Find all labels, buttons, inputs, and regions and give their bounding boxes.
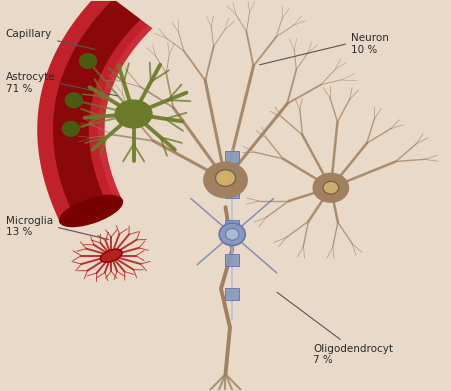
Ellipse shape xyxy=(221,174,230,182)
Polygon shape xyxy=(98,24,152,202)
Text: 13 %: 13 % xyxy=(6,228,32,237)
Text: Capillary: Capillary xyxy=(6,29,95,49)
Text: Microglia: Microglia xyxy=(6,216,109,240)
Ellipse shape xyxy=(313,172,349,203)
Text: 10 %: 10 % xyxy=(351,45,377,55)
Ellipse shape xyxy=(100,249,122,262)
Ellipse shape xyxy=(203,161,248,198)
Ellipse shape xyxy=(323,181,339,194)
Circle shape xyxy=(62,122,79,136)
Polygon shape xyxy=(225,151,239,163)
Ellipse shape xyxy=(226,228,239,240)
Circle shape xyxy=(79,54,97,68)
Text: Astrocyte: Astrocyte xyxy=(6,72,117,96)
Polygon shape xyxy=(225,288,239,300)
Polygon shape xyxy=(225,186,239,197)
Ellipse shape xyxy=(219,223,245,246)
Polygon shape xyxy=(37,0,152,222)
Polygon shape xyxy=(53,0,140,217)
Polygon shape xyxy=(225,220,239,232)
Text: Oligodendrocyt: Oligodendrocyt xyxy=(277,292,393,354)
Ellipse shape xyxy=(60,196,123,226)
Circle shape xyxy=(65,93,83,108)
Ellipse shape xyxy=(216,170,235,187)
Text: 7 %: 7 % xyxy=(313,355,333,366)
Text: Neuron: Neuron xyxy=(260,33,389,65)
Ellipse shape xyxy=(115,99,153,129)
Polygon shape xyxy=(225,254,239,266)
Text: 71 %: 71 % xyxy=(6,84,32,94)
